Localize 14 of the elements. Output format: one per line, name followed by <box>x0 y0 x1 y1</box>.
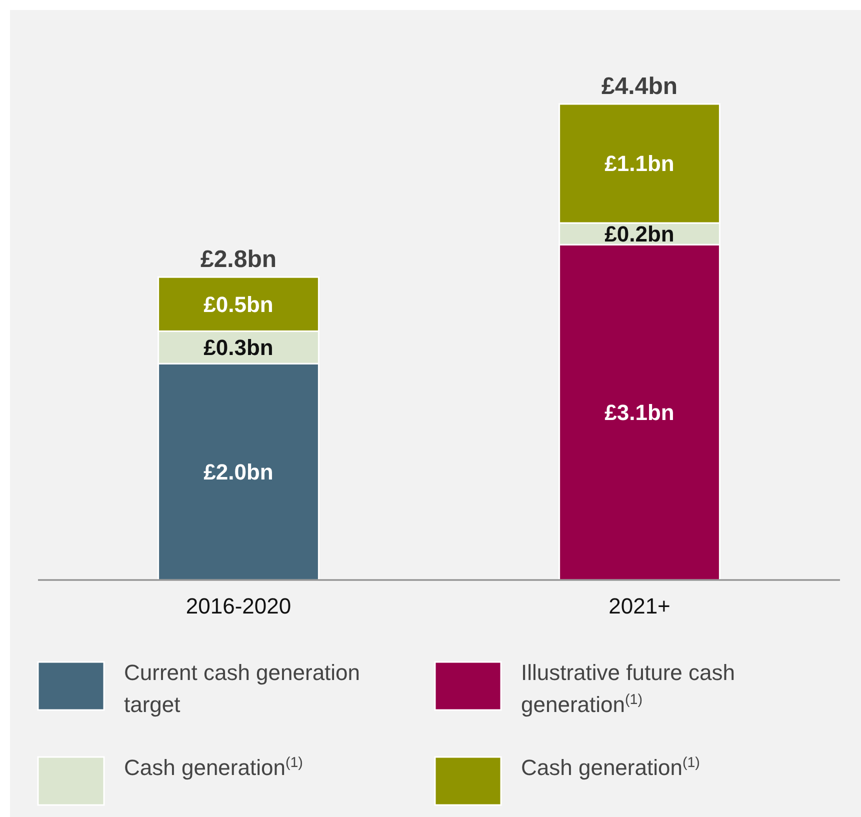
data-label: £1.1bn <box>604 151 674 176</box>
legend-label: Current cash generation target <box>124 660 360 717</box>
x-tick-label: 2021+ <box>608 594 670 619</box>
total-label: £4.4bn <box>601 73 678 100</box>
data-label: £0.2bn <box>604 222 674 247</box>
legend-label: Cash generation$^{(1)}$ <box>124 755 303 780</box>
data-label: £2.0bn <box>204 460 274 485</box>
data-label: £0.3bn <box>204 335 274 360</box>
data-label: £3.1bn <box>604 400 674 426</box>
x-tick-label: 2016-2020 <box>186 594 292 619</box>
legend-label: Cash generation$^{(1)}$ <box>521 755 700 780</box>
legend-label: Illustrative future cash generation$^{(1)}$ <box>521 660 735 717</box>
total-label: £2.8bn <box>200 246 277 274</box>
data-label: £0.5bn <box>204 292 274 317</box>
